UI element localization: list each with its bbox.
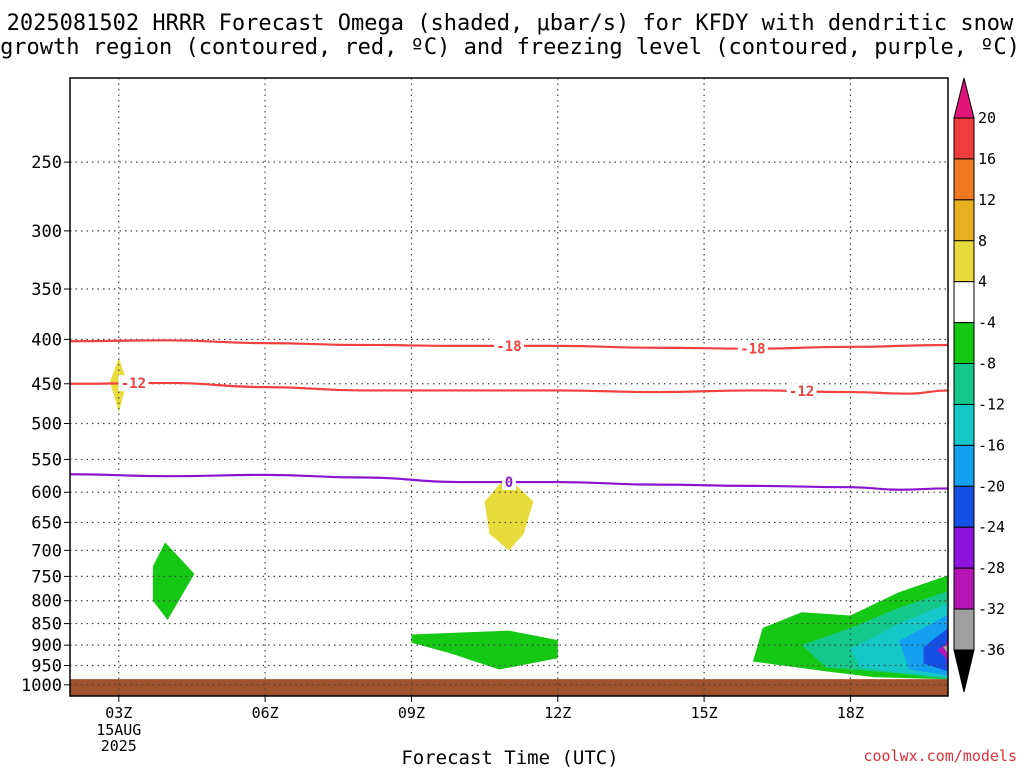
colorbar-segment-6	[953, 363, 975, 405]
colorbar-segment-5	[953, 322, 975, 365]
chart-title-line-1: 2025081502 HRRR Forecast Omega (shaded, …	[7, 11, 1014, 36]
colorbar-segment-11	[953, 567, 975, 610]
x-tick-label-12Z: 12Z	[544, 704, 571, 722]
contour-label-2-0: 0	[505, 475, 513, 491]
y-tick-label-950: 950	[31, 657, 62, 677]
y-tick-label-700: 700	[31, 541, 62, 561]
colorbar-label-13: -36	[978, 641, 1005, 659]
colorbar-label-5: -4	[978, 314, 996, 332]
y-tick-label-1000: 1000	[21, 676, 62, 696]
contour-label-bg-0-0	[494, 337, 524, 354]
colorbar-label-0: 20	[978, 109, 996, 127]
contour-line-2	[70, 473, 948, 491]
y-tick-label-850: 850	[31, 615, 62, 635]
omega-region-3	[411, 630, 558, 670]
y-tick-label-900: 900	[31, 636, 62, 656]
colorbar-label-1: 16	[978, 150, 996, 168]
y-tick-label-400: 400	[31, 330, 62, 350]
x-tick-sublabel-03Z-0: 15AUG	[96, 721, 141, 739]
colorbar-label-12: -32	[978, 600, 1005, 618]
colorbar-label-6: -8	[978, 355, 996, 373]
omega-region-11	[943, 644, 948, 654]
colorbar-bottom-triangle	[953, 649, 975, 693]
contour-line-1	[70, 381, 948, 395]
colorbar-segment-2	[953, 199, 975, 242]
colorbar-label-10: -24	[978, 518, 1005, 536]
y-tick-label-650: 650	[31, 513, 62, 533]
y-tick-label-250: 250	[31, 153, 62, 173]
colorbar-label-3: 8	[978, 232, 987, 250]
y-tick-label-550: 550	[31, 450, 62, 470]
colorbar-segment-8	[953, 444, 975, 487]
colorbar-segment-3	[953, 240, 975, 283]
colorbar-top-triangle	[953, 77, 975, 119]
contour-label-bg-2-0	[502, 474, 516, 491]
y-tick-label-300: 300	[31, 222, 62, 242]
colorbar-segment-10	[953, 526, 975, 569]
colorbar-segment-9	[953, 485, 975, 528]
plot-area: -18 -18 -12 -12 0 250 300 350 400 450 500 550 600 650…	[21, 77, 949, 755]
plot-frame	[69, 77, 949, 697]
x-tick-label-09Z: 09Z	[398, 704, 425, 722]
colorbar-label-11: -28	[978, 559, 1005, 577]
y-tick-label-450: 450	[31, 375, 62, 395]
colorbar-label-4: 4	[978, 273, 987, 291]
omega-region-2	[152, 542, 195, 620]
omega-region-8	[923, 628, 948, 672]
colorbar-label-2: 12	[978, 191, 996, 209]
colorbar-segment-7	[953, 403, 975, 446]
x-tick-label-03Z: 03Z	[105, 704, 132, 722]
y-tick-label-750: 750	[31, 567, 62, 587]
colorbar-label-8: -16	[978, 436, 1005, 454]
colorbar-label-9: -20	[978, 477, 1005, 495]
colorbar-segment-0	[953, 117, 975, 160]
colorbar: 20 16 12 8 4 -4 -8 -12 -16 -20 -24 -28 -32 -36	[953, 77, 1005, 693]
contour-label-0-1: -18	[740, 342, 765, 358]
x-tick-sublabel-03Z-1: 2025	[101, 737, 137, 755]
y-tick-label-350: 350	[31, 280, 62, 300]
contour-label-1-1: -12	[789, 384, 814, 400]
contour-label-bg-1-1	[786, 383, 817, 400]
x-tick-label-06Z: 06Z	[252, 704, 279, 722]
contour-label-bg-1-0	[118, 375, 149, 392]
y-tick-label-500: 500	[31, 414, 62, 434]
x-tick-label-18Z: 18Z	[837, 704, 864, 722]
colorbar-label-7: -12	[978, 395, 1005, 413]
y-tick-label-600: 600	[31, 483, 62, 503]
x-tick-label-15Z: 15Z	[691, 704, 718, 722]
x-axis-label: Forecast Time (UTC)	[401, 747, 618, 768]
watermark: coolwx.com/models	[863, 747, 1017, 765]
chart-title-line-2: growth region (contoured, red, ºC) and f…	[0, 35, 1020, 60]
colorbar-segment-4	[953, 281, 975, 324]
contour-label-bg-0-1	[737, 340, 768, 357]
y-tick-label-800: 800	[31, 592, 62, 612]
contour-label-1-0: -12	[121, 376, 146, 392]
omega-region-1	[484, 476, 534, 551]
plot-inner: -18 -18 -12 -12 0	[70, 78, 948, 696]
contour-label-0-0: -18	[496, 339, 521, 355]
surface-band	[70, 679, 948, 696]
colorbar-segment-1	[953, 158, 975, 201]
colorbar-segment-12	[953, 608, 975, 651]
